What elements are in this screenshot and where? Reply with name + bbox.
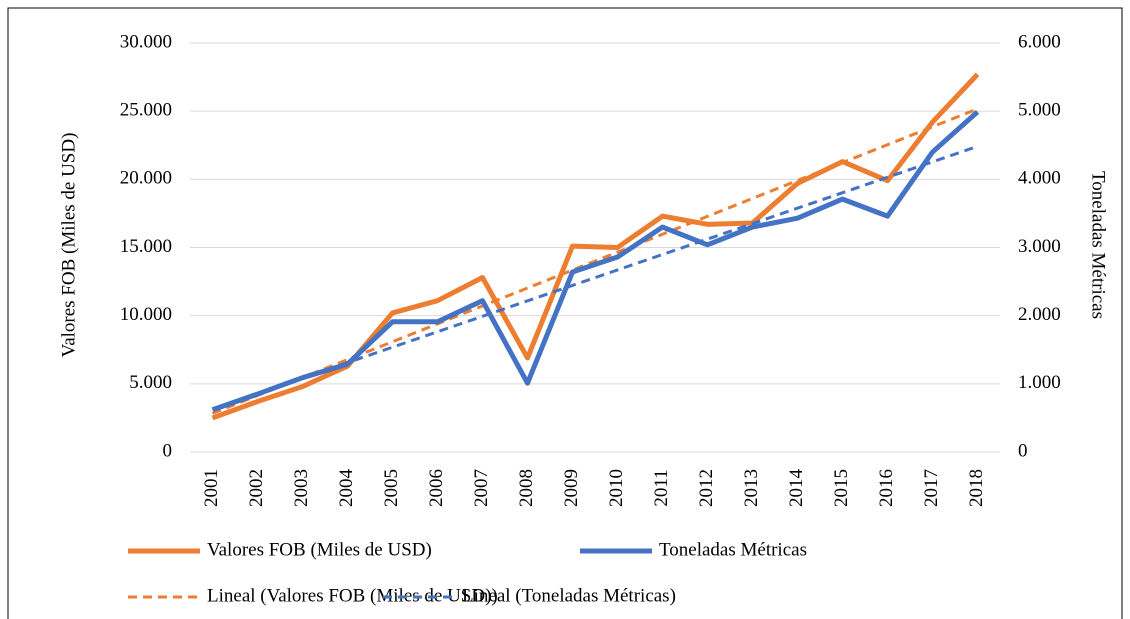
y2-axis-title: Toneladas Métricas (1088, 171, 1109, 319)
y2-tick-label: 5.000 (1018, 100, 1061, 121)
x-tick-label: 2006 (426, 469, 447, 507)
y-axis-title: Valores FOB (Miles de USD) (58, 133, 79, 358)
y-tick-label: 10.000 (120, 304, 172, 325)
x-tick-label: 2018 (966, 469, 987, 507)
x-tick-label: 2003 (291, 469, 312, 507)
line-series (211, 109, 980, 413)
x-tick-label: 2010 (606, 469, 627, 507)
x-tick-label: 2017 (921, 469, 942, 507)
chart-border (7, 7, 1123, 619)
trendline (211, 107, 979, 415)
y-tick-label: 5.000 (129, 372, 172, 393)
y2-tick-label: 4.000 (1018, 168, 1061, 189)
y2-tick-label: 1.000 (1018, 372, 1061, 393)
x-tick-label: 2014 (786, 469, 807, 508)
x-tick-label: 2001 (201, 469, 222, 507)
x-tick-label: 2013 (741, 469, 762, 507)
y2-tick-label: 3.000 (1018, 236, 1061, 257)
x-tick-label: 2015 (831, 469, 852, 507)
y2-tick-label: 2.000 (1018, 304, 1061, 325)
x-tick-label: 2002 (246, 469, 267, 507)
legend-label: Toneladas Métricas (659, 539, 807, 560)
y-tick-label: 20.000 (120, 168, 172, 189)
y-tick-label: 30.000 (120, 31, 172, 52)
x-tick-label: 2005 (381, 469, 402, 507)
legend-label: Valores FOB (Miles de USD) (207, 539, 432, 560)
x-tick-label: 2008 (516, 469, 537, 507)
legend-label: Lineal (Valores FOB (Miles de USD)) (207, 585, 498, 606)
y-tick-label: 0 (163, 440, 173, 461)
y-tick-label: 15.000 (120, 236, 172, 257)
line-series (211, 72, 980, 421)
x-tick-label: 2009 (561, 469, 582, 507)
x-tick-label: 2011 (651, 469, 672, 506)
y-tick-label: 25.000 (120, 100, 172, 121)
legend-label: Lineal (Toneladas Métricas) (462, 585, 676, 606)
y2-tick-label: 6.000 (1018, 31, 1061, 52)
x-tick-label: 2004 (336, 469, 357, 508)
x-tick-label: 2007 (471, 469, 492, 507)
y2-tick-label: 0 (1018, 440, 1028, 461)
x-tick-label: 2012 (696, 469, 717, 507)
x-tick-label: 2016 (876, 469, 897, 507)
